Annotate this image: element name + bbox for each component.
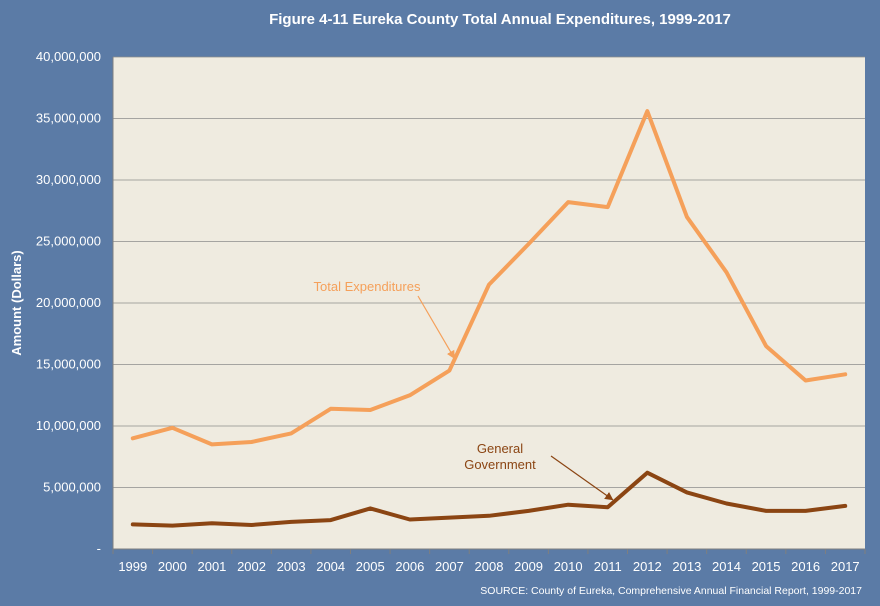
x-tick-label: 2003 [277, 559, 306, 574]
x-tick-label: 2013 [672, 559, 701, 574]
x-tick-label: 2004 [316, 559, 345, 574]
source-note: SOURCE: County of Eureka, Comprehensive … [480, 585, 862, 597]
series-line-general-government [130, 470, 848, 528]
y-tick-label: 40,000,000 [36, 49, 101, 64]
y-tick-label: 35,000,000 [36, 111, 101, 126]
chart-title: Figure 4-11 Eureka County Total Annual E… [269, 11, 731, 28]
x-tick-label: 2009 [514, 559, 543, 574]
axes [112, 57, 866, 554]
x-tick-label: 2008 [475, 559, 504, 574]
x-tick-label: 2011 [594, 559, 622, 574]
y-tick-label: 30,000,000 [36, 172, 101, 187]
y-tick-label: 20,000,000 [36, 295, 101, 310]
x-tick-label: 2015 [752, 559, 781, 574]
x-tick-label: 2001 [197, 559, 226, 574]
annotation-general-government: General Government [464, 441, 536, 472]
x-tick-label: 2002 [237, 559, 266, 574]
x-tick-label: 2014 [712, 559, 741, 574]
annotation-total-expenditures: Total Expenditures [314, 279, 421, 294]
series-lines [130, 109, 848, 528]
y-tick-labels: - 5,000,000 10,000,000 15,000,000 20,000,000… [36, 49, 101, 556]
annotations: Total Expenditures General Government [314, 279, 614, 501]
series-line-total-expenditures [130, 109, 848, 447]
annotation-arrow-total-expenditures [417, 295, 455, 360]
y-tick-label: 15,000,000 [36, 357, 101, 372]
y-tick-label: - [97, 541, 101, 556]
x-tick-label: 2006 [395, 559, 424, 574]
x-tick-label: 2012 [633, 559, 662, 574]
y-tick-label: 10,000,000 [36, 418, 101, 433]
annotation-arrow-general-government [550, 455, 614, 501]
x-tick-label: 2017 [831, 559, 860, 574]
gridlines [113, 56, 865, 488]
x-tick-label: 2010 [554, 559, 583, 574]
x-tick-label: 2016 [791, 559, 820, 574]
x-tick-label: 2007 [435, 559, 464, 574]
y-tick-label: 5,000,000 [43, 480, 101, 495]
x-tick-label: 2000 [158, 559, 187, 574]
y-tick-label: 25,000,000 [36, 234, 101, 249]
x-tick-label: 2005 [356, 559, 385, 574]
y-axis-label: Amount (Dollars) [9, 250, 24, 355]
x-tick-labels: 1999 2000 2001 2002 2003 2004 2005 2006 2007 2008… [118, 559, 859, 574]
x-tick-label: 1999 [118, 559, 147, 574]
